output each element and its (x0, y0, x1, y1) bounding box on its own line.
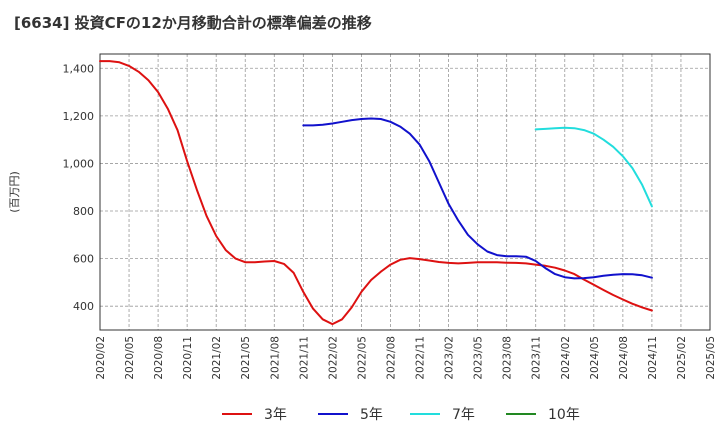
y-tick-label: 1,400 (63, 62, 95, 75)
y-tick-label: 800 (73, 205, 94, 218)
legend-label: 5年 (360, 407, 383, 423)
x-tick-label: 2025/05 (705, 336, 717, 380)
legend-label: 3年 (264, 407, 287, 423)
x-tick-label: 2023/05 (473, 336, 485, 380)
x-tick-label: 2024/08 (618, 336, 630, 380)
chart-title: [6634] 投資CFの12か月移動合計の標準偏差の推移 (14, 14, 372, 32)
plot-frame (99, 53, 711, 331)
x-tick-label: 2022/08 (385, 336, 397, 380)
plot-area (100, 54, 710, 330)
x-tick-label: 2023/02 (444, 336, 456, 380)
x-tick-label: 2024/02 (560, 336, 572, 380)
x-tick-label: 2025/02 (676, 336, 688, 380)
y-tick-label: 1,000 (63, 157, 95, 170)
series-line (99, 60, 653, 326)
x-tick-label: 2023/11 (531, 336, 543, 380)
y-tick-label: 600 (73, 253, 94, 266)
series-line (302, 117, 653, 280)
x-tick-label: 2020/05 (124, 336, 136, 380)
x-tick-label: 2021/08 (269, 336, 281, 380)
x-tick-label: 2022/05 (356, 336, 368, 380)
x-tick-label: 2020/02 (95, 336, 107, 380)
y-tick-label: 1,200 (63, 110, 95, 123)
y-tick-label: 400 (73, 300, 94, 313)
x-tick-label: 2023/08 (502, 336, 514, 380)
x-tick-label: 2021/11 (298, 336, 310, 380)
x-tick-label: 2022/02 (327, 336, 339, 380)
x-tick-label: 2020/08 (153, 336, 165, 380)
x-tick-label: 2024/11 (647, 336, 659, 380)
legend-label: 10年 (548, 407, 580, 423)
series-line (534, 126, 653, 208)
x-tick-label: 2022/11 (415, 336, 427, 380)
y-axis-label: (百万円) (8, 171, 21, 213)
x-tick-label: 2021/02 (211, 336, 223, 380)
x-tick-label: 2020/11 (182, 336, 194, 380)
legend-label: 7年 (452, 407, 475, 423)
x-tick-label: 2021/05 (240, 336, 252, 380)
x-tick-label: 2024/05 (589, 336, 601, 380)
